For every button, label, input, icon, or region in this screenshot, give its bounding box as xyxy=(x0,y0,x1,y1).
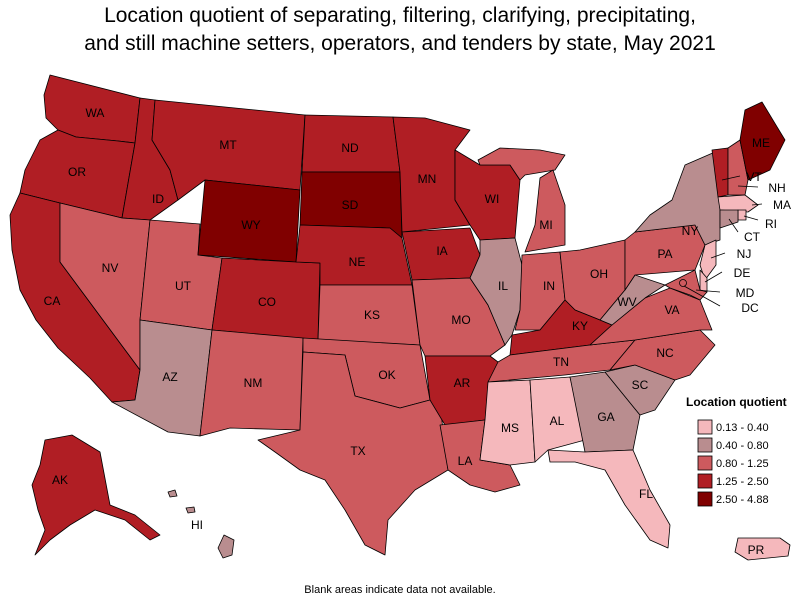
state-AL[interactable] xyxy=(529,376,586,463)
state-label-ME: ME xyxy=(752,136,770,150)
state-label-CT: CT xyxy=(744,230,761,244)
state-label-AR: AR xyxy=(454,376,471,390)
state-IL[interactable] xyxy=(469,237,523,346)
state-label-ID: ID xyxy=(152,192,164,206)
state-label-MA: MA xyxy=(773,198,791,212)
state-label-NE: NE xyxy=(349,255,366,269)
state-MA[interactable] xyxy=(717,194,759,213)
state-FL[interactable] xyxy=(547,449,671,549)
state-label-NV: NV xyxy=(102,261,119,275)
state-label-MO: MO xyxy=(451,313,470,327)
state-HI[interactable] xyxy=(167,489,235,559)
state-label-NY: NY xyxy=(682,224,699,238)
state-NM[interactable] xyxy=(199,329,304,437)
state-label-RI: RI xyxy=(765,217,777,231)
state-label-TX: TX xyxy=(350,444,365,458)
state-label-AK: AK xyxy=(52,473,68,487)
map-title-line-1: Location quotient of separating, filteri… xyxy=(104,4,696,27)
legend-swatch-0 xyxy=(697,419,713,435)
state-label-WI: WI xyxy=(485,192,500,206)
state-label-UT: UT xyxy=(175,279,192,293)
footnote: Blank areas indicate data not available. xyxy=(304,584,496,596)
state-DC[interactable] xyxy=(679,279,687,287)
state-label-OR: OR xyxy=(68,165,86,179)
state-label-DC: DC xyxy=(741,301,759,315)
state-RI[interactable] xyxy=(737,209,747,221)
state-label-WY: WY xyxy=(241,218,260,232)
state-MI[interactable] xyxy=(477,147,566,253)
state-label-GA: GA xyxy=(597,410,614,424)
state-PR[interactable] xyxy=(734,537,791,561)
legend-title: Location quotient xyxy=(686,395,787,409)
state-AK[interactable] xyxy=(31,434,161,556)
state-label-VA: VA xyxy=(664,303,679,317)
state-NH[interactable] xyxy=(727,139,749,196)
state-label-KS: KS xyxy=(364,308,380,322)
legend-swatch-1 xyxy=(697,437,713,453)
state-ME[interactable] xyxy=(739,101,786,181)
state-label-SC: SC xyxy=(632,378,649,392)
state-GA[interactable] xyxy=(569,371,641,453)
state-TX[interactable] xyxy=(257,351,449,556)
legend: Location quotient 0.13 - 0.40 0.40 - 0.80… xyxy=(686,395,787,507)
state-label-TN: TN xyxy=(553,355,569,369)
state-label-AL: AL xyxy=(550,414,565,428)
state-label-IN: IN xyxy=(543,279,555,293)
legend-swatch-4 xyxy=(697,491,713,507)
state-label-CO: CO xyxy=(258,295,276,309)
state-label-MT: MT xyxy=(219,138,237,152)
state-label-KY: KY xyxy=(572,319,588,333)
state-label-NH: NH xyxy=(768,181,785,195)
state-label-FL: FL xyxy=(639,487,653,501)
state-label-OK: OK xyxy=(378,368,395,382)
state-label-MS: MS xyxy=(501,421,519,435)
state-label-PR: PR xyxy=(748,543,765,557)
legend-label-0: 0.13 - 0.40 xyxy=(716,422,769,434)
legend-label-2: 0.80 - 1.25 xyxy=(716,458,769,470)
state-label-LA: LA xyxy=(458,454,473,468)
state-label-DE: DE xyxy=(734,266,751,280)
state-label-NM: NM xyxy=(244,376,263,390)
legend-swatch-3 xyxy=(697,473,713,489)
state-label-MN: MN xyxy=(418,172,437,186)
state-label-HI: HI xyxy=(191,518,203,532)
state-label-MD: MD xyxy=(736,286,755,300)
state-label-PA: PA xyxy=(657,247,672,261)
legend-label-1: 0.40 - 0.80 xyxy=(716,440,769,452)
state-label-ND: ND xyxy=(341,141,359,155)
state-label-CA: CA xyxy=(44,294,61,308)
legend-swatch-2 xyxy=(697,455,713,471)
state-label-SD: SD xyxy=(342,198,359,212)
hawaii-big-island xyxy=(217,534,235,559)
state-label-AZ: AZ xyxy=(162,370,177,384)
state-label-NC: NC xyxy=(656,346,674,360)
state-label-VT: VT xyxy=(746,170,762,184)
state-label-WA: WA xyxy=(86,106,105,120)
state-VA[interactable] xyxy=(589,287,713,346)
state-NJ[interactable] xyxy=(699,239,717,281)
state-label-WV: WV xyxy=(617,295,636,309)
map-title-line-2: and still machine setters, operators, an… xyxy=(84,32,716,55)
legend-label-3: 1.25 - 2.50 xyxy=(716,476,769,488)
state-label-IA: IA xyxy=(436,244,447,258)
map-title: Location quotient of separating, filteri… xyxy=(0,2,800,58)
state-label-IL: IL xyxy=(498,279,508,293)
state-label-OH: OH xyxy=(590,267,608,281)
state-label-NJ: NJ xyxy=(737,247,752,261)
state-label-MI: MI xyxy=(539,218,552,232)
legend-label-4: 2.50 - 4.88 xyxy=(716,494,769,506)
